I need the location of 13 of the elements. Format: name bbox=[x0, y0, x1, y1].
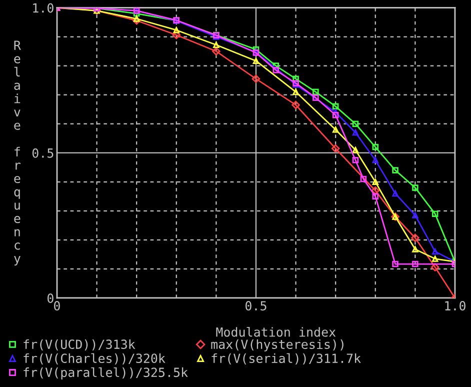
legend-label: fr(V(UCD))/313k bbox=[24, 339, 136, 350]
x-axis-title: Modulation index bbox=[216, 327, 336, 337]
y-tick-label: 1.0 bbox=[33, 3, 54, 13]
legend-label: fr(V(serial))/311.7k bbox=[212, 353, 361, 365]
x-tick-label: 0.5 bbox=[246, 301, 266, 311]
y-tick-label: 0.5 bbox=[32, 148, 54, 158]
legend-label: fr(V(Charles))/320k bbox=[24, 353, 166, 365]
text: Relaive frequency bbox=[14, 40, 21, 266]
y-tick-label: 0 bbox=[48, 293, 54, 303]
x-tick-label: 1.0 bbox=[445, 301, 466, 311]
legend-label: fr(V(parallel))/325.5k bbox=[24, 367, 188, 380]
x-tick-label: 0 bbox=[54, 301, 60, 311]
legend-label: max(V(hysteresis)) bbox=[211, 339, 344, 352]
